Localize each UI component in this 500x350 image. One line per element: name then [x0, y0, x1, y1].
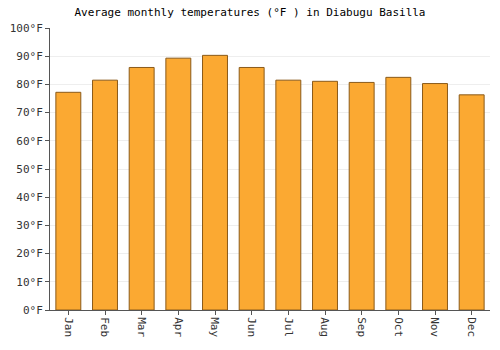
svg-text:Mar: Mar	[135, 317, 148, 337]
svg-text:70°F: 70°F	[16, 106, 43, 119]
svg-text:60°F: 60°F	[16, 135, 43, 148]
svg-text:Apr: Apr	[172, 317, 185, 337]
svg-text:40°F: 40°F	[16, 191, 43, 204]
svg-text:100°F: 100°F	[10, 22, 43, 35]
svg-text:30°F: 30°F	[16, 219, 43, 232]
svg-text:10°F: 10°F	[16, 276, 43, 289]
svg-text:May: May	[208, 317, 221, 337]
svg-text:80°F: 80°F	[16, 78, 43, 91]
svg-text:20°F: 20°F	[16, 247, 43, 260]
svg-text:Jun: Jun	[245, 317, 258, 337]
svg-text:Sep: Sep	[355, 317, 368, 337]
svg-text:Jul: Jul	[282, 317, 295, 337]
svg-text:Feb: Feb	[98, 317, 111, 337]
svg-text:Oct: Oct	[392, 317, 405, 337]
svg-text:Jan: Jan	[62, 317, 75, 337]
svg-text:Average monthly temperatures (: Average monthly temperatures (°F ) in Di…	[75, 6, 426, 19]
svg-text:0°F: 0°F	[23, 304, 43, 317]
svg-text:Nov: Nov	[428, 317, 441, 337]
svg-text:Dec: Dec	[465, 317, 478, 337]
svg-text:Aug: Aug	[318, 317, 331, 337]
svg-text:50°F: 50°F	[16, 163, 43, 176]
svg-text:90°F: 90°F	[16, 50, 43, 63]
